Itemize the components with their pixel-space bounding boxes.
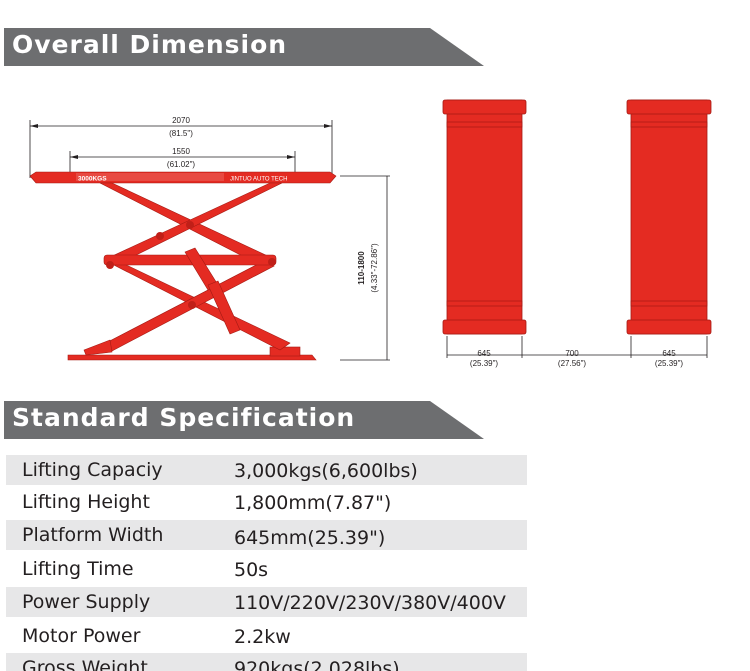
side-view-drawing: 2070 (81.5") 1550 (61.02") 110-1800 (4.3… [29,116,390,361]
spec-label: Platform Width [22,524,164,546]
dim-left-platform-width-in: (25.39") [470,359,499,368]
dimension-drawing: 2070 (81.5") 1550 (61.02") 110-1800 (4.3… [29,99,712,368]
dim-height-range: 110-1800 [357,251,366,285]
spec-value: 920kgs(2,028lbs) [234,658,400,671]
spec-row: Gross Weight 920kgs(2,028lbs) [6,653,527,671]
dim-left-platform-width: 645 [477,349,491,358]
spec-row: Lifting Capaciy 3,000kgs(6,600lbs) [6,455,527,485]
spec-label: Lifting Height [22,491,150,513]
spec-value: 1,800mm(7.87") [234,492,392,514]
spec-label: Motor Power [22,625,141,647]
section-banner-dimension: Overall Dimension [4,28,484,66]
spec-value: 2.2kw [234,626,291,648]
dim-right-platform-width-in: (25.39") [655,359,684,368]
dim-height-range-in: (4.33"-72.86") [370,243,379,293]
spec-label: Lifting Time [22,558,134,580]
platform-capacity-label: 3000KGS [78,176,107,183]
spec-value: 3,000kgs(6,600lbs) [234,460,418,482]
dim-right-platform-width: 645 [662,349,676,358]
spec-value: 110V/220V/230V/380V/400V [234,592,506,614]
dim-gap-in: (27.56") [558,359,587,368]
section-title-dimension: Overall Dimension [12,30,288,59]
top-view-drawing: 645 (25.39") 700 (27.56") 645 (25.39") [442,99,712,368]
section-title-spec: Standard Specification [12,403,356,432]
spec-value: 645mm(25.39") [234,527,386,549]
section-banner-spec: Standard Specification [4,401,484,439]
dim-inner-length: 1550 [172,147,190,156]
spec-row: Lifting Height 1,800mm(7.87") [6,487,527,517]
spec-label: Gross Weight [22,657,148,671]
spec-row: Lifting Time 50s [6,554,527,584]
spec-row: Motor Power 2.2kw [6,621,527,651]
dim-gap: 700 [565,349,579,358]
platform-brand-label: JINTUO AUTO TECH [230,177,287,183]
spec-value: 50s [234,559,269,581]
dim-overall-length: 2070 [172,116,190,125]
spec-label: Lifting Capaciy [22,459,163,481]
spec-label: Power Supply [22,591,151,613]
dim-overall-length-in: (81.5") [169,129,193,138]
spec-row: Power Supply 110V/220V/230V/380V/400V [6,587,527,617]
dim-inner-length-in: (61.02") [167,160,196,169]
spec-row: Platform Width 645mm(25.39") [6,520,527,550]
